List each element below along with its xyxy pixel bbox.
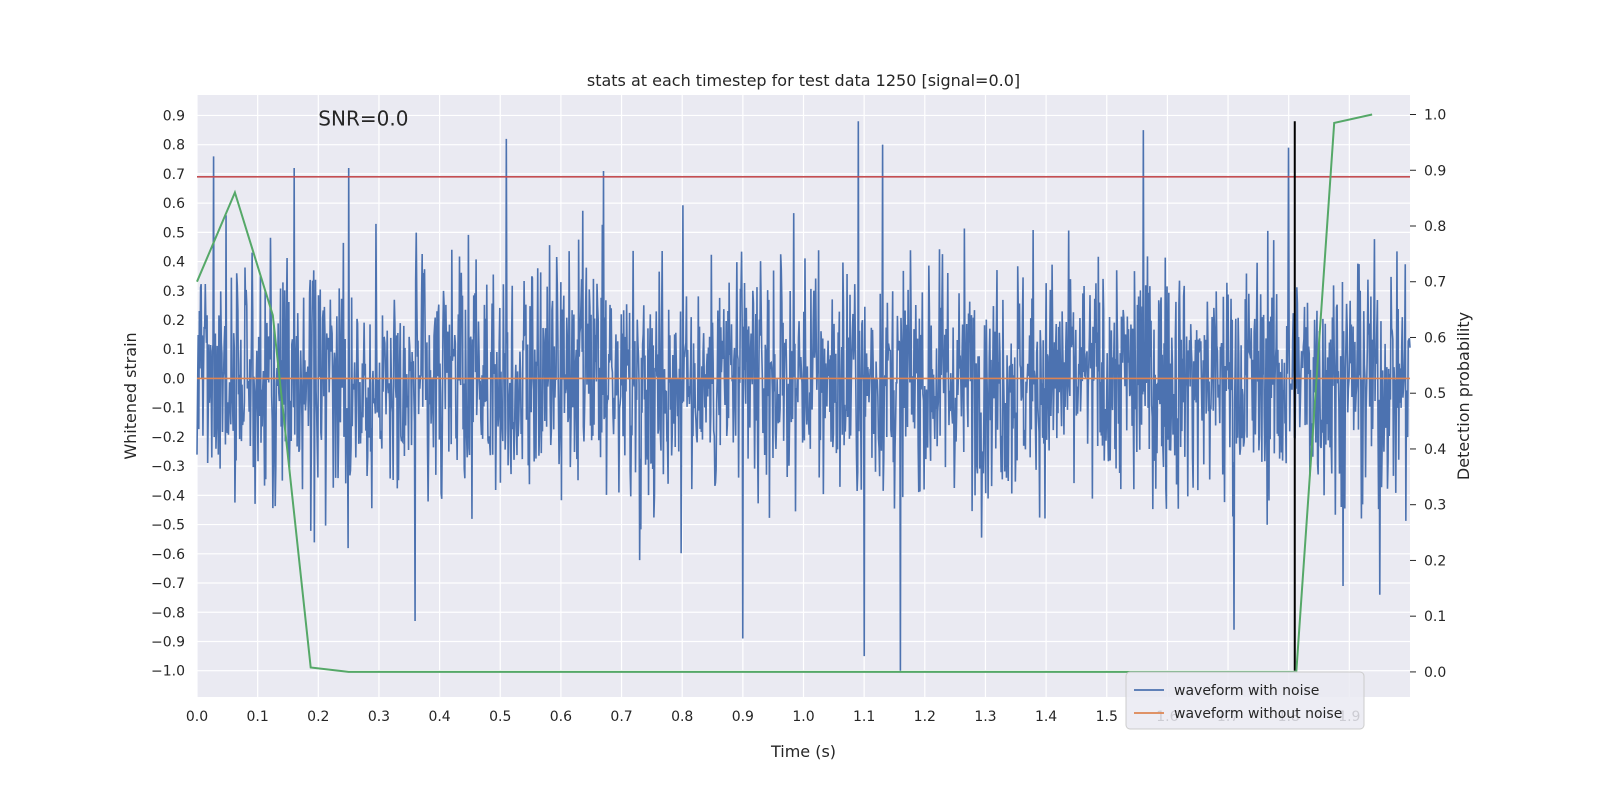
y-tick-label: −0.7 (151, 576, 185, 592)
chart-title: stats at each timestep for test data 125… (587, 71, 1020, 90)
y-tick-label: 0.7 (163, 167, 185, 183)
x-tick-label: 0.9 (732, 709, 754, 725)
series-waveform-with-noise (196, 121, 1411, 671)
x-tick-label: 1.0 (792, 709, 814, 725)
y-tick-label: 0.9 (163, 108, 185, 124)
y2-tick-label: 0.6 (1424, 330, 1446, 346)
y-axis-label: Whitened strain (121, 332, 140, 459)
legend: waveform with noise waveform without noi… (1125, 671, 1365, 730)
x-tick-label: 0.3 (368, 709, 390, 725)
snr-annotation: SNR=0.0 (318, 106, 408, 130)
x-tick-label: 0.8 (671, 709, 693, 725)
y2-tick-label: 0.9 (1424, 163, 1446, 179)
x-tick-label: 0.4 (428, 709, 450, 725)
x-tick-label: 1.1 (853, 709, 875, 725)
y2-axis-ticks: 1.0 0.9 0.8 0.7 0.6 0.5 0.4 0.3 0.2 0.1 0.0 (1410, 108, 1446, 681)
y-tick-label: 0.8 (163, 138, 185, 154)
y-tick-label: −0.9 (151, 634, 185, 650)
x-tick-label: 0.7 (610, 709, 632, 725)
legend-box (1125, 671, 1365, 730)
y-tick-label: 0.2 (163, 313, 185, 329)
y-tick-label: −0.1 (151, 401, 185, 417)
y2-tick-label: 0.8 (1424, 219, 1446, 235)
y-tick-label: −0.8 (151, 605, 185, 621)
legend-label-waveform-with-noise: waveform with noise (1174, 683, 1319, 699)
y2-axis-label: Detection probability (1454, 312, 1473, 480)
y-tick-label: 0.1 (163, 342, 185, 358)
y-tick-label: 0.6 (163, 196, 185, 212)
y2-tick-label: 0.2 (1424, 553, 1446, 569)
x-tick-label: 1.5 (1096, 709, 1118, 725)
y2-tick-label: 0.5 (1424, 386, 1446, 402)
y-tick-label: 0.5 (163, 225, 185, 241)
x-tick-label: 1.2 (914, 709, 936, 725)
y-tick-label: 0.4 (163, 255, 185, 271)
legend-label-waveform-without-noise: waveform without noise (1174, 706, 1342, 722)
y2-tick-label: 0.1 (1424, 609, 1446, 625)
x-tick-label: 0.2 (307, 709, 329, 725)
x-tick-label: 1.3 (974, 709, 996, 725)
y-tick-label: −0.6 (151, 547, 185, 563)
y2-tick-label: 1.0 (1424, 108, 1446, 124)
y2-tick-label: 0.4 (1424, 442, 1446, 458)
y-tick-label: 0.0 (163, 371, 185, 387)
y-axis-ticks: 0.9 0.8 0.7 0.6 0.5 0.4 0.3 0.2 0.1 0.0 −0.1 −0.2 −0… (151, 108, 185, 679)
y-tick-label: −1.0 (151, 664, 185, 680)
x-tick-label: 0.0 (186, 709, 208, 725)
y2-tick-label: 0.3 (1424, 498, 1446, 514)
y-tick-label: −0.3 (151, 459, 185, 475)
x-axis-label: Time (s) (770, 742, 836, 761)
y2-tick-label: 0.7 (1424, 275, 1446, 291)
x-tick-label: 0.6 (550, 709, 572, 725)
y-tick-label: −0.2 (151, 430, 185, 446)
y-tick-label: 0.3 (163, 284, 185, 300)
x-tick-label: 1.4 (1035, 709, 1057, 725)
x-tick-label: 0.5 (489, 709, 511, 725)
y-tick-label: −0.5 (151, 518, 185, 534)
y-tick-label: −0.4 (151, 488, 185, 504)
x-tick-label: 0.1 (247, 709, 269, 725)
y2-tick-label: 0.0 (1424, 665, 1446, 681)
